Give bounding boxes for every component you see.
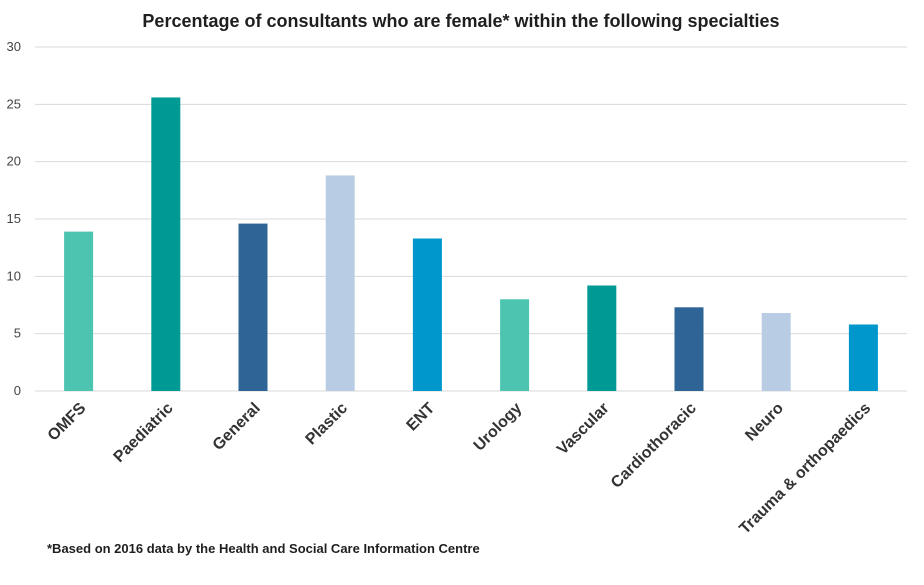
x-tick-label: Neuro — [742, 400, 787, 445]
bar-omfs — [64, 231, 94, 391]
bar-plastic — [325, 175, 355, 391]
y-tick-label: 25 — [7, 96, 21, 111]
bar-neuro — [761, 313, 791, 391]
y-tick-label: 0 — [14, 383, 21, 398]
bars — [64, 97, 878, 391]
bar-general — [238, 223, 268, 391]
bar-ent — [412, 238, 442, 391]
bar-cardiothoracic — [674, 307, 704, 391]
x-tick-label: OMFS — [45, 400, 90, 445]
y-tick-label: 20 — [7, 154, 21, 169]
footnote: *Based on 2016 data by the Health and So… — [47, 541, 480, 556]
x-axis: OMFS Paediatric General Plastic ENT Urology Va… — [45, 400, 875, 538]
y-axis: 0 5 10 15 20 25 30 — [7, 39, 21, 398]
x-tick-label: Cardiothoracic — [608, 400, 700, 492]
x-tick-label: Urology — [471, 400, 526, 455]
bar-paediatric — [151, 97, 181, 391]
x-tick-label: General — [210, 400, 264, 454]
x-tick-label: Plastic — [303, 400, 352, 449]
gridlines — [35, 46, 907, 392]
x-tick-label: ENT — [404, 400, 439, 435]
bar-vascular — [587, 285, 617, 391]
y-tick-label: 30 — [7, 39, 21, 54]
chart-title: Percentage of consultants who are female… — [142, 11, 779, 31]
bar-trauma-orthopaedics — [848, 324, 878, 391]
x-tick-label: Paediatric — [111, 400, 177, 466]
y-tick-label: 10 — [7, 268, 21, 283]
bar-urology — [500, 299, 530, 391]
y-tick-label: 15 — [7, 211, 21, 226]
y-tick-label: 5 — [14, 326, 21, 341]
x-tick-label: Vascular — [554, 400, 613, 459]
